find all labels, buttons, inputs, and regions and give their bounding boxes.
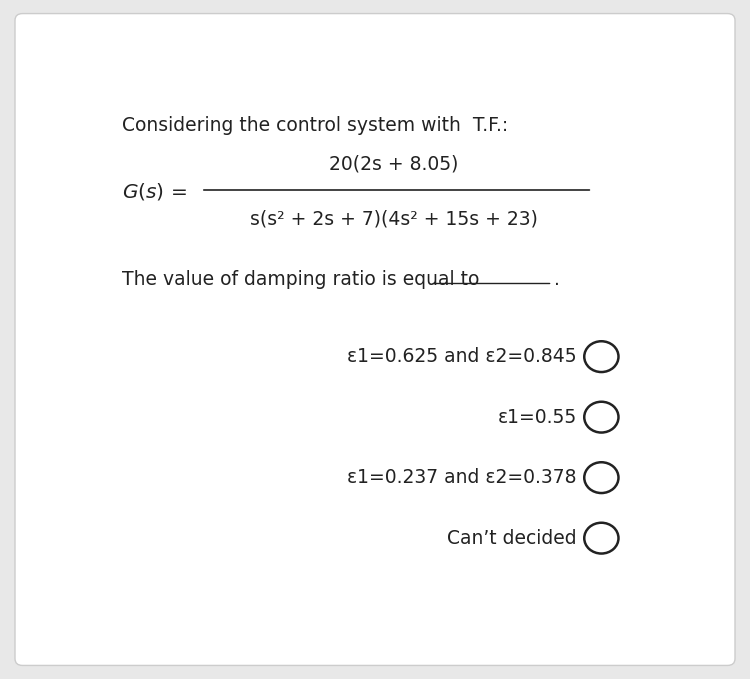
Text: $G(s)$ =: $G(s)$ = — [122, 181, 187, 202]
Text: ε1=0.55: ε1=0.55 — [498, 407, 577, 426]
Text: s(s² + 2s + 7)(4s² + 15s + 23): s(s² + 2s + 7)(4s² + 15s + 23) — [250, 210, 538, 229]
Text: Can’t decided: Can’t decided — [447, 529, 577, 548]
Text: 20(2s + 8.05): 20(2s + 8.05) — [328, 155, 458, 174]
Text: The value of damping ratio is equal to: The value of damping ratio is equal to — [122, 270, 479, 289]
Text: Considering the control system with  T.F.:: Considering the control system with T.F.… — [122, 116, 508, 135]
Text: ε1=0.237 and ε2=0.378: ε1=0.237 and ε2=0.378 — [347, 468, 577, 487]
Text: ε1=0.625 and ε2=0.845: ε1=0.625 and ε2=0.845 — [347, 347, 577, 366]
FancyBboxPatch shape — [15, 14, 735, 665]
Text: .: . — [554, 270, 560, 289]
